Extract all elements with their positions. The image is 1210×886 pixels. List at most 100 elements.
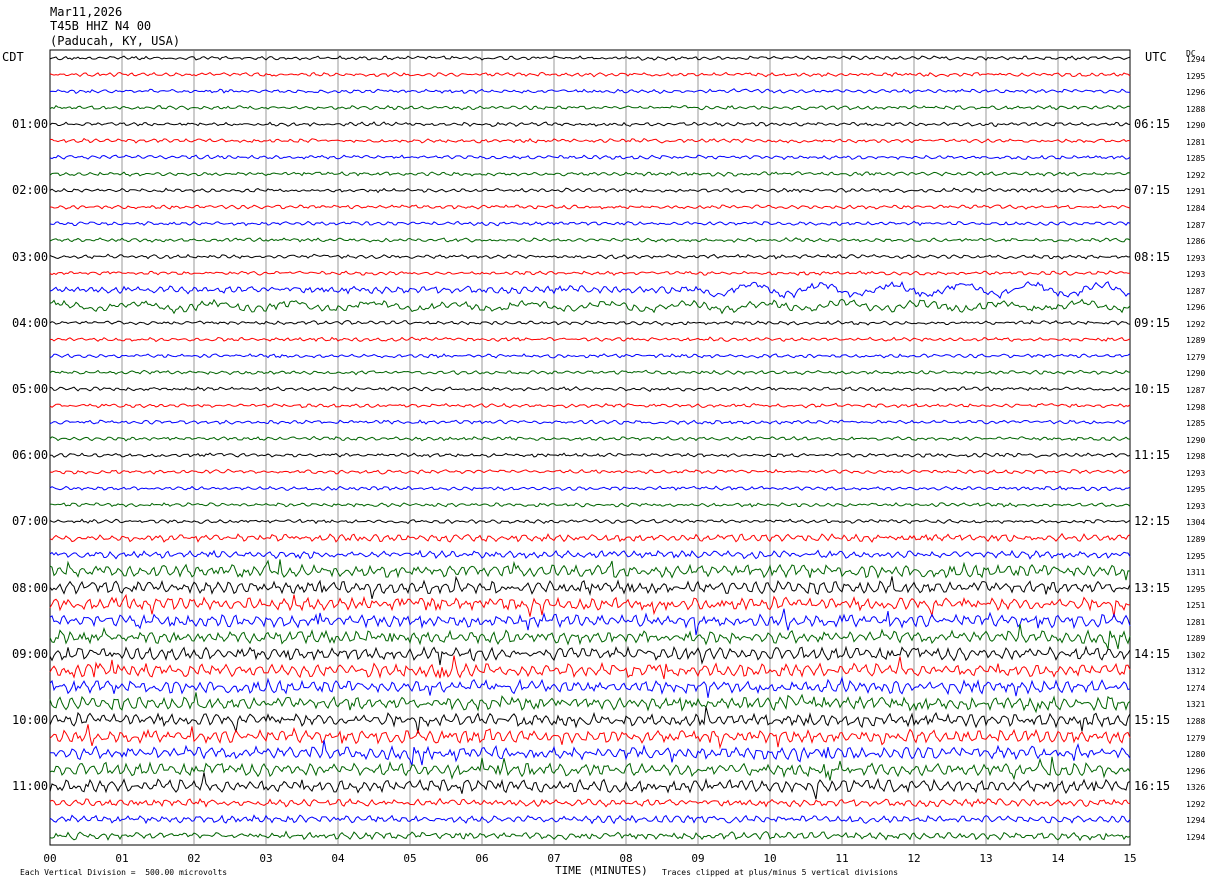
trace-row bbox=[49, 386, 1130, 392]
dc-value: 1321 bbox=[1186, 700, 1206, 710]
trace-row bbox=[49, 549, 1131, 560]
x-tick-label: 10 bbox=[763, 852, 777, 865]
trace-row bbox=[49, 353, 1131, 359]
right-time-label: 06:15 bbox=[1134, 117, 1171, 132]
dc-value: 1286 bbox=[1186, 237, 1206, 247]
right-time-label: 15:15 bbox=[1134, 713, 1171, 727]
trace-row bbox=[49, 575, 1131, 600]
trace-row bbox=[49, 336, 1131, 343]
trace-row bbox=[49, 485, 1131, 492]
trace-row bbox=[49, 253, 1131, 260]
dc-value: 1290 bbox=[1186, 435, 1206, 445]
header-location: (Paducah, KY, USA) bbox=[50, 34, 181, 48]
left-timezone-label: CDT bbox=[2, 50, 24, 64]
trace-row bbox=[49, 280, 1131, 299]
dc-value: 1285 bbox=[1186, 154, 1206, 164]
left-time-label: 02:00 bbox=[12, 183, 49, 198]
trace-row bbox=[49, 559, 1131, 581]
trace-row bbox=[49, 772, 1131, 800]
plot-frame bbox=[49, 49, 1131, 846]
left-time-label: 08:00 bbox=[12, 580, 49, 595]
dc-value: 1288 bbox=[1186, 717, 1206, 726]
dc-value: 1292 bbox=[1186, 319, 1206, 329]
trace-row bbox=[49, 171, 1131, 177]
x-tick-label: 06 bbox=[475, 852, 489, 865]
dc-value: 1302 bbox=[1186, 650, 1206, 660]
dc-value: 1298 bbox=[1186, 452, 1206, 462]
dc-value: 1293 bbox=[1186, 468, 1206, 478]
x-tick-label: 11 bbox=[835, 852, 849, 865]
dc-value: 1279 bbox=[1186, 733, 1206, 743]
trace-row bbox=[49, 814, 1131, 825]
scale-note: Each Vertical Division = 500.00 microvol… bbox=[20, 868, 228, 877]
dc-value: 1284 bbox=[1186, 203, 1206, 213]
dc-value: 1312 bbox=[1186, 667, 1206, 677]
dc-value: 1295 bbox=[1186, 485, 1206, 495]
dc-value: 1293 bbox=[1186, 253, 1206, 263]
trace-row bbox=[49, 154, 1131, 161]
x-tick-label: 14 bbox=[1051, 852, 1065, 865]
trace-row bbox=[49, 435, 1131, 442]
trace-row bbox=[49, 724, 1131, 750]
dc-value: 1292 bbox=[1186, 799, 1206, 809]
x-tick-label: 12 bbox=[907, 852, 921, 865]
x-tick-label: 02 bbox=[187, 852, 201, 865]
trace-row bbox=[49, 830, 1131, 842]
trace-row bbox=[49, 419, 1131, 426]
trace-row bbox=[49, 137, 1131, 144]
right-time-label: 16:15 bbox=[1134, 779, 1171, 794]
dc-value: 1280 bbox=[1186, 750, 1206, 760]
dc-value: 1295 bbox=[1186, 584, 1206, 594]
x-tick-label: 03 bbox=[259, 852, 273, 865]
dc-value: 1304 bbox=[1186, 518, 1206, 528]
trace-row bbox=[49, 797, 1131, 808]
left-time-label: 03:00 bbox=[12, 249, 49, 264]
dc-value: 1251 bbox=[1186, 601, 1206, 611]
dc-value: 1287 bbox=[1186, 386, 1206, 395]
x-tick-label: 08 bbox=[619, 852, 633, 865]
dc-value: 1287 bbox=[1186, 220, 1206, 230]
x-tick-label: 15 bbox=[1123, 852, 1137, 865]
right-time-label: 10:15 bbox=[1134, 382, 1171, 396]
dc-value: 1296 bbox=[1186, 88, 1206, 98]
x-axis-title: TIME (MINUTES) bbox=[555, 864, 648, 877]
left-time-label: 09:00 bbox=[12, 646, 49, 661]
dc-value: 1279 bbox=[1186, 352, 1206, 362]
trace-row bbox=[49, 468, 1131, 475]
dc-value: 1295 bbox=[1186, 551, 1206, 561]
right-time-label: 13:15 bbox=[1134, 580, 1171, 595]
x-tick-label: 00 bbox=[43, 852, 57, 865]
trace-row bbox=[49, 88, 1131, 95]
left-time-label: 04:00 bbox=[12, 315, 49, 330]
trace-row bbox=[49, 187, 1131, 194]
trace-row bbox=[49, 55, 1131, 61]
left-time-label: 06:00 bbox=[12, 448, 49, 463]
right-timezone-label: UTC bbox=[1145, 50, 1167, 64]
clip-note: Traces clipped at plus/minus 5 vertical … bbox=[662, 868, 899, 877]
trace-row bbox=[49, 608, 1131, 636]
left-time-label: 10:00 bbox=[12, 713, 49, 727]
x-tick-label: 13 bbox=[979, 852, 993, 865]
trace-row bbox=[49, 518, 1131, 525]
trace-row bbox=[49, 298, 1131, 315]
dc-value: 1287 bbox=[1186, 286, 1206, 296]
header-station: T45B HHZ N4 00 bbox=[50, 19, 152, 33]
dc-value: 1285 bbox=[1186, 419, 1206, 429]
right-time-label: 08:15 bbox=[1134, 249, 1171, 264]
dc-value: 1281 bbox=[1186, 137, 1206, 147]
dc-value: 1294 bbox=[1186, 816, 1206, 826]
left-time-label: 07:00 bbox=[12, 514, 49, 529]
trace-row bbox=[49, 402, 1131, 409]
trace-row bbox=[49, 220, 1131, 227]
right-time-label: 09:15 bbox=[1134, 315, 1171, 330]
x-tick-label: 05 bbox=[403, 852, 417, 865]
trace-row bbox=[49, 593, 1131, 618]
trace-row bbox=[50, 452, 1131, 458]
trace-row bbox=[49, 104, 1131, 111]
dc-value: 1289 bbox=[1186, 336, 1206, 346]
x-tick-label: 04 bbox=[331, 852, 345, 865]
trace-row bbox=[49, 121, 1131, 128]
dc-value: 1296 bbox=[1186, 766, 1206, 776]
trace-row bbox=[49, 655, 1131, 680]
